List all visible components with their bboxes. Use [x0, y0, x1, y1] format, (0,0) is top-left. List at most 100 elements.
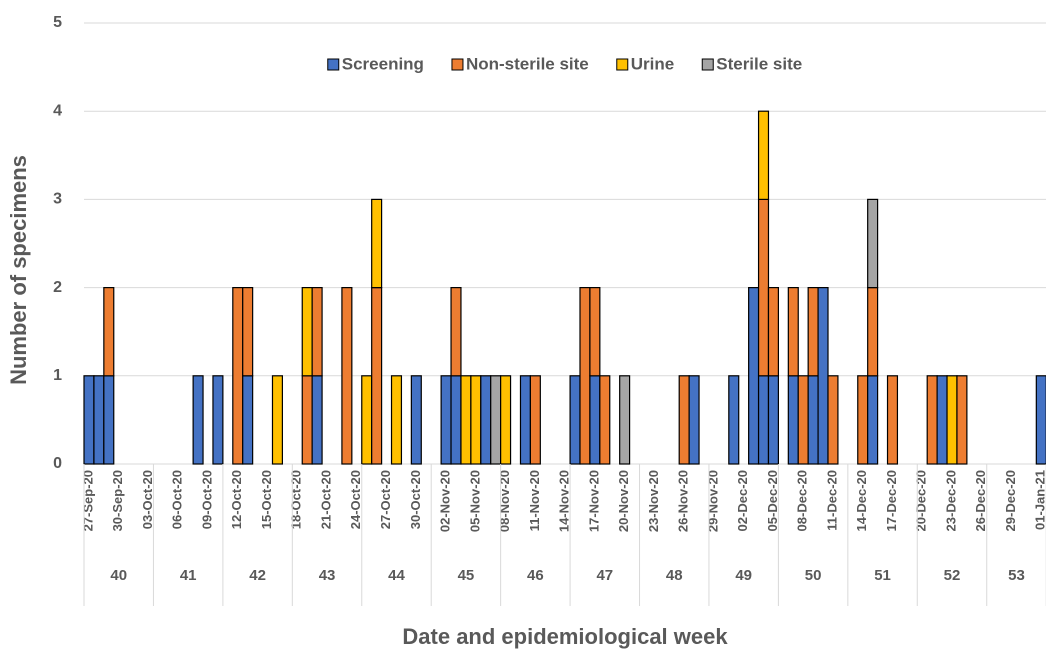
x-tick-label: 14-Nov-20: [557, 470, 572, 532]
y-tick-label: 3: [53, 191, 62, 208]
bar-segment: [390, 375, 403, 465]
x-tick-label: 29-Dec-20: [1003, 470, 1018, 531]
y-tick-label: 2: [53, 279, 62, 296]
bar-segment: [807, 287, 819, 377]
week-label: 49: [735, 567, 752, 584]
x-tick-label: 17-Dec-20: [884, 470, 899, 531]
bar-segment: [767, 287, 779, 377]
bar-segment: [787, 375, 799, 465]
y-tick-label: 1: [53, 367, 62, 384]
week-label: 46: [527, 567, 544, 584]
x-tick-label: 21-Oct-20: [318, 470, 333, 529]
x-tick-label: 02-Dec-20: [735, 470, 750, 531]
x-tick-label: 02-Nov-20: [438, 470, 453, 532]
week-label: 41: [180, 567, 197, 584]
bar-segment: [103, 287, 115, 377]
x-tick-label: 03-Oct-20: [140, 470, 155, 529]
bar-segment: [748, 287, 760, 465]
x-tick-label: 06-Oct-20: [170, 470, 185, 529]
bar-segment: [857, 375, 869, 465]
bar-segment: [787, 287, 799, 377]
bar-segment: [579, 287, 591, 465]
y-tick-label: 5: [53, 14, 62, 31]
x-tick-label: 17-Nov-20: [586, 470, 601, 532]
bar-segment: [926, 375, 938, 465]
bar-segment: [757, 375, 770, 465]
x-tick-label: 11-Nov-20: [527, 470, 542, 531]
week-label: 52: [944, 567, 961, 584]
bar-segment: [767, 375, 779, 465]
bar-segment: [946, 375, 958, 465]
bar-segment: [232, 287, 244, 465]
legend-label: Non-sterile site: [466, 54, 589, 73]
bar-segment: [867, 198, 879, 289]
bar-segment: [361, 375, 373, 465]
x-tick-label: 30-Oct-20: [408, 470, 423, 529]
bar-segment: [589, 287, 601, 377]
legend-swatch: [616, 58, 629, 71]
x-tick-label: 27-Sep-20: [80, 470, 95, 531]
bar-segment: [500, 375, 512, 465]
bar-segment: [728, 375, 740, 465]
bar-segment: [886, 375, 899, 465]
legend-label: Screening: [342, 54, 424, 73]
week-label: 50: [805, 567, 822, 584]
legend-swatch: [451, 58, 464, 71]
bar-segment: [470, 375, 482, 465]
week-label: 40: [110, 567, 127, 584]
x-tick-label: 18-Oct-20: [289, 470, 304, 529]
week-label: 42: [249, 567, 266, 584]
x-tick-label: 14-Dec-20: [854, 470, 869, 531]
x-tick-label: 08-Nov-20: [497, 470, 512, 532]
x-tick-label: 26-Nov-20: [676, 470, 691, 532]
bar-segment: [757, 198, 770, 377]
bar-segment: [311, 375, 323, 465]
week-label: 48: [666, 567, 683, 584]
x-tick-label: 08-Dec-20: [795, 470, 810, 531]
x-tick-label: 30-Sep-20: [110, 470, 125, 531]
week-label: 53: [1008, 567, 1025, 584]
legend-swatch: [701, 58, 714, 71]
y-axis-title: Number of specimens: [6, 155, 31, 385]
week-label: 44: [388, 567, 405, 584]
bar-segment: [371, 287, 383, 465]
x-tick-label: 24-Oct-20: [348, 470, 363, 529]
y-tick-label: 4: [53, 102, 62, 119]
bar-segment: [827, 375, 839, 465]
bar-segment: [569, 375, 581, 465]
bar-segment: [867, 287, 879, 377]
bar-segment: [103, 375, 115, 465]
bar-segment: [242, 375, 254, 465]
bar-segment: [371, 198, 383, 289]
bar-segment: [301, 375, 313, 465]
legend-label: Sterile site: [716, 54, 802, 73]
bar-segment: [83, 375, 95, 465]
x-tick-label: 15-Oct-20: [259, 470, 274, 529]
bar-segment: [589, 375, 601, 465]
bar-segment: [688, 375, 700, 465]
bar-segment: [599, 375, 611, 465]
bar-segment: [341, 287, 353, 465]
bar-segment: [450, 375, 462, 465]
week-label: 45: [458, 567, 475, 584]
bar-segment: [440, 375, 452, 465]
week-label: 43: [319, 567, 336, 584]
bar-segment: [192, 375, 204, 465]
x-tick-label: 26-Dec-20: [973, 470, 988, 531]
bar-segment: [490, 375, 502, 465]
bar-segment: [212, 375, 224, 465]
x-axis-title: Date and epidemiological week: [402, 624, 728, 649]
bar-segment: [807, 375, 819, 465]
x-tick-label: 27-Oct-20: [378, 470, 393, 529]
bar-segment: [93, 375, 105, 465]
bar-segment: [410, 375, 422, 465]
bar-segment: [529, 375, 541, 465]
bar-segment: [817, 287, 829, 465]
week-label: 51: [874, 567, 891, 584]
bar-segment: [867, 375, 879, 465]
x-tick-label: 12-Oct-20: [229, 470, 244, 529]
x-tick-label: 29-Nov-20: [705, 470, 720, 532]
bar-segment: [311, 287, 323, 377]
x-tick-label: 09-Oct-20: [199, 470, 214, 529]
